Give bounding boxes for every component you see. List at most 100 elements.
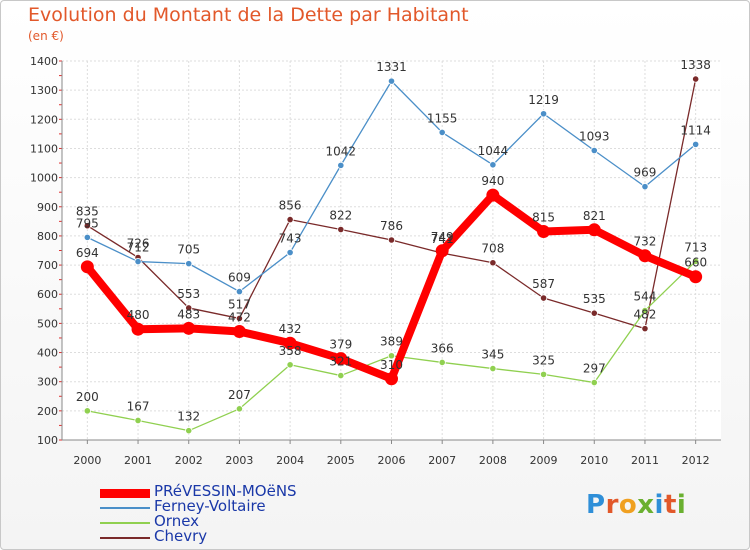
y-tick-label: 1100 <box>30 142 58 155</box>
data-point <box>83 233 91 241</box>
data-point <box>286 215 294 224</box>
data-point <box>539 370 548 379</box>
data-point <box>489 259 497 267</box>
data-label: 835 <box>76 205 99 219</box>
logo-letter: P <box>586 490 606 520</box>
data-label: 708 <box>481 242 504 256</box>
data-point <box>286 248 294 257</box>
logo-letter: r <box>605 490 619 520</box>
data-point <box>537 225 551 239</box>
legend-swatch <box>100 522 150 524</box>
data-label: 1093 <box>579 130 610 144</box>
x-tick-label: 2010 <box>580 454 608 467</box>
chart-title: Evolution du Montant de la Dette par Hab… <box>28 4 469 26</box>
data-label: 200 <box>76 390 99 404</box>
x-tick-label: 2000 <box>73 454 101 467</box>
data-point <box>185 304 193 312</box>
data-point <box>387 352 396 360</box>
data-label: 1331 <box>376 60 407 74</box>
data-label: 389 <box>380 335 403 349</box>
logo-letter: i <box>676 490 687 520</box>
data-label: 472 <box>228 311 251 325</box>
data-point <box>435 244 449 258</box>
logo-letter: x <box>637 490 655 520</box>
data-point <box>337 371 345 380</box>
data-point <box>641 325 649 333</box>
data-point <box>182 321 196 335</box>
data-point <box>185 427 193 435</box>
data-point <box>689 270 703 284</box>
data-point <box>235 288 244 296</box>
legend-swatch <box>100 507 150 509</box>
legend-label: Chevry <box>154 527 208 545</box>
x-tick-label: 2006 <box>378 454 406 467</box>
legend-label: Ornex <box>154 512 200 530</box>
data-label: 743 <box>279 232 302 246</box>
data-point <box>489 364 497 373</box>
data-point <box>692 75 700 83</box>
y-tick-label: 1200 <box>30 113 58 126</box>
data-label: 432 <box>279 322 302 336</box>
y-tick-label: 100 <box>37 434 58 447</box>
data-label: 517 <box>228 297 251 311</box>
data-label: 969 <box>634 166 657 180</box>
data-point <box>438 358 446 367</box>
data-label: 786 <box>380 219 403 233</box>
data-point <box>539 294 548 302</box>
y-tick-label: 700 <box>37 259 58 272</box>
y-tick-label: 1400 <box>30 55 58 68</box>
data-label: 749 <box>431 230 454 244</box>
x-tick-label: 2009 <box>530 454 558 467</box>
y-tick-label: 600 <box>37 288 58 301</box>
data-point <box>387 77 396 85</box>
data-label: 1155 <box>427 111 458 125</box>
y-tick-label: 1000 <box>30 172 58 185</box>
data-point <box>131 322 145 336</box>
data-label: 1042 <box>326 144 357 158</box>
data-label: 726 <box>127 236 150 250</box>
data-point <box>641 183 649 191</box>
data-label: 1219 <box>528 93 559 107</box>
data-label: 821 <box>583 209 606 223</box>
y-tick-label: 200 <box>37 405 58 418</box>
logo-letter: o <box>618 490 638 520</box>
data-point <box>486 188 500 202</box>
data-label: 297 <box>583 362 606 376</box>
data-point <box>489 161 497 169</box>
data-label: 379 <box>329 338 352 352</box>
x-tick-label: 2011 <box>631 454 659 467</box>
data-label: 1338 <box>680 58 711 72</box>
data-label: 795 <box>76 216 99 230</box>
data-point <box>83 222 91 230</box>
data-label: 207 <box>228 388 251 402</box>
data-point <box>587 223 601 237</box>
data-label: 483 <box>177 307 200 321</box>
legend-swatch <box>100 488 150 498</box>
data-point <box>438 128 446 137</box>
data-label: 482 <box>634 308 657 322</box>
chart-subtitle: (en €) <box>28 29 64 43</box>
data-label: 535 <box>583 292 606 306</box>
data-label: 705 <box>177 243 200 257</box>
data-point <box>232 325 246 339</box>
data-label: 345 <box>481 348 504 362</box>
x-tick-label: 2007 <box>428 454 456 467</box>
data-point <box>590 146 598 155</box>
data-label: 358 <box>279 344 302 358</box>
data-point <box>235 314 244 323</box>
data-point <box>80 260 94 274</box>
x-tick-label: 2001 <box>124 454 152 467</box>
data-label: 325 <box>532 353 555 367</box>
logo-letter: i <box>654 490 664 520</box>
data-point <box>638 249 652 263</box>
y-tick-label: 500 <box>37 317 58 330</box>
x-tick-label: 2003 <box>225 454 253 467</box>
data-point <box>385 372 398 386</box>
y-tick-label: 1300 <box>30 84 58 97</box>
data-label: 1114 <box>680 123 711 137</box>
data-label: 480 <box>127 308 150 322</box>
data-point <box>337 161 345 169</box>
data-label: 713 <box>684 240 707 254</box>
data-label: 732 <box>634 235 657 249</box>
